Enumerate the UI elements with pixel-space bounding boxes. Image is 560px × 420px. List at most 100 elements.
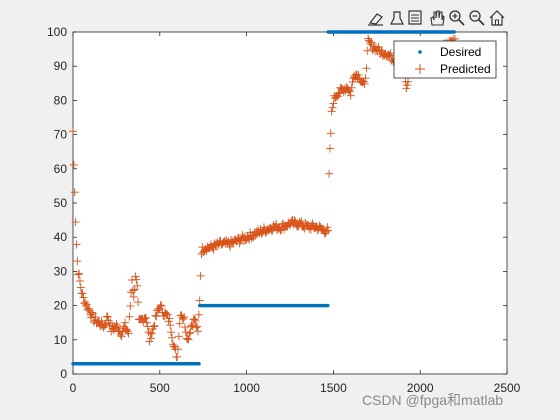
axes-toolbar bbox=[368, 10, 505, 26]
predicted-point bbox=[71, 218, 80, 227]
predicted-point bbox=[360, 79, 369, 88]
predicted-point bbox=[73, 257, 82, 266]
predicted-point bbox=[122, 326, 131, 335]
predicted-point bbox=[364, 34, 373, 43]
predicted-point bbox=[70, 188, 79, 197]
predicted-point bbox=[129, 292, 138, 301]
predicted-point bbox=[113, 322, 122, 331]
predicted-point bbox=[69, 127, 77, 136]
predicted-point bbox=[191, 316, 200, 325]
y-tick-label: 30 bbox=[54, 264, 68, 278]
x-tick-label: 1500 bbox=[320, 381, 347, 395]
predicted-point bbox=[82, 300, 91, 309]
predicted-point bbox=[141, 314, 150, 323]
predicted-point bbox=[404, 77, 413, 86]
axis-ticks bbox=[72, 31, 508, 375]
x-tick-label: 2500 bbox=[494, 381, 521, 395]
desired-point bbox=[326, 303, 330, 308]
home-icon[interactable] bbox=[489, 10, 505, 26]
x-tick-label: 0 bbox=[70, 381, 77, 395]
y-tick-label: 60 bbox=[54, 162, 68, 176]
predicted-point bbox=[363, 46, 372, 55]
brush-icon[interactable] bbox=[368, 13, 383, 26]
predicted-point bbox=[97, 316, 106, 325]
predicted-point bbox=[190, 315, 199, 324]
legend-label-predicted: Predicted bbox=[440, 62, 491, 76]
y-tick-label: 80 bbox=[54, 93, 68, 107]
predicted-point bbox=[348, 78, 357, 87]
predicted-point bbox=[69, 160, 78, 169]
predicted-point bbox=[124, 329, 133, 338]
link-icon[interactable] bbox=[408, 10, 422, 25]
predicted-point bbox=[125, 312, 134, 321]
data-tip-icon[interactable] bbox=[390, 11, 404, 25]
predicted-point bbox=[185, 329, 194, 338]
y-tick-label: 0 bbox=[60, 367, 67, 381]
predicted-point bbox=[156, 301, 165, 310]
predicted-point bbox=[157, 302, 166, 311]
predicted-point bbox=[134, 298, 143, 307]
predicted-point bbox=[365, 38, 374, 47]
y-tick-label: 20 bbox=[54, 299, 68, 313]
desired-series bbox=[71, 30, 456, 366]
predicted-point bbox=[179, 315, 188, 324]
predicted-point bbox=[81, 298, 90, 307]
predicted-point bbox=[325, 169, 334, 178]
predicted-point bbox=[346, 91, 355, 100]
predicted-point bbox=[165, 314, 174, 323]
predicted-point bbox=[163, 310, 172, 319]
y-tick-label: 10 bbox=[54, 333, 68, 347]
pan-hand-icon[interactable] bbox=[430, 10, 445, 26]
predicted-point bbox=[184, 335, 193, 344]
desired-point bbox=[452, 30, 456, 34]
watermark-text: CSDN @fpga和matlab bbox=[362, 392, 503, 408]
predicted-point bbox=[187, 321, 196, 330]
predicted-point bbox=[74, 270, 83, 279]
predicted-point bbox=[325, 144, 334, 153]
predicted-point bbox=[251, 231, 260, 240]
predicted-point bbox=[324, 226, 333, 235]
predicted-point bbox=[133, 281, 142, 290]
predicted-point bbox=[91, 312, 100, 321]
predicted-point bbox=[166, 321, 175, 330]
predicted-point bbox=[151, 311, 160, 320]
predicted-point bbox=[189, 315, 198, 324]
predicted-point bbox=[76, 283, 85, 292]
predicted-point bbox=[75, 269, 84, 278]
predicted-point bbox=[79, 293, 88, 302]
predicted-point bbox=[174, 332, 183, 341]
y-tick-label: 70 bbox=[54, 128, 68, 142]
predicted-point bbox=[83, 305, 92, 314]
y-tick-labels: 0 10 20 30 40 50 60 70 80 90 100 bbox=[47, 25, 67, 381]
predicted-point bbox=[328, 103, 337, 112]
legend[interactable]: Desired Predicted bbox=[393, 40, 497, 79]
predicted-point bbox=[195, 296, 204, 305]
y-tick-label: 40 bbox=[54, 230, 68, 244]
predicted-point bbox=[149, 322, 158, 331]
predicted-point bbox=[75, 276, 84, 285]
predicted-point bbox=[259, 223, 268, 232]
predicted-point bbox=[167, 328, 176, 337]
predicted-point bbox=[276, 226, 285, 235]
predicted-point bbox=[101, 320, 110, 329]
zoom-in-icon[interactable] bbox=[449, 10, 465, 26]
predicted-point bbox=[354, 70, 363, 79]
predicted-point bbox=[272, 219, 281, 228]
predicted-point bbox=[154, 306, 163, 315]
predicted-point bbox=[132, 275, 141, 284]
predicted-point bbox=[173, 352, 182, 361]
zoom-out-icon[interactable] bbox=[469, 10, 485, 26]
plot-area bbox=[72, 31, 508, 375]
predicted-point bbox=[403, 81, 412, 90]
predicted-point bbox=[78, 289, 87, 298]
predicted-point bbox=[295, 218, 304, 227]
predicted-point bbox=[121, 318, 130, 327]
predicted-point bbox=[180, 323, 189, 332]
predicted-point bbox=[145, 337, 154, 346]
predicted-point bbox=[174, 345, 183, 354]
predicted-point bbox=[192, 323, 201, 332]
predicted-point bbox=[386, 49, 395, 58]
x-tick-label: 2000 bbox=[407, 381, 434, 395]
predicted-point bbox=[106, 318, 115, 327]
